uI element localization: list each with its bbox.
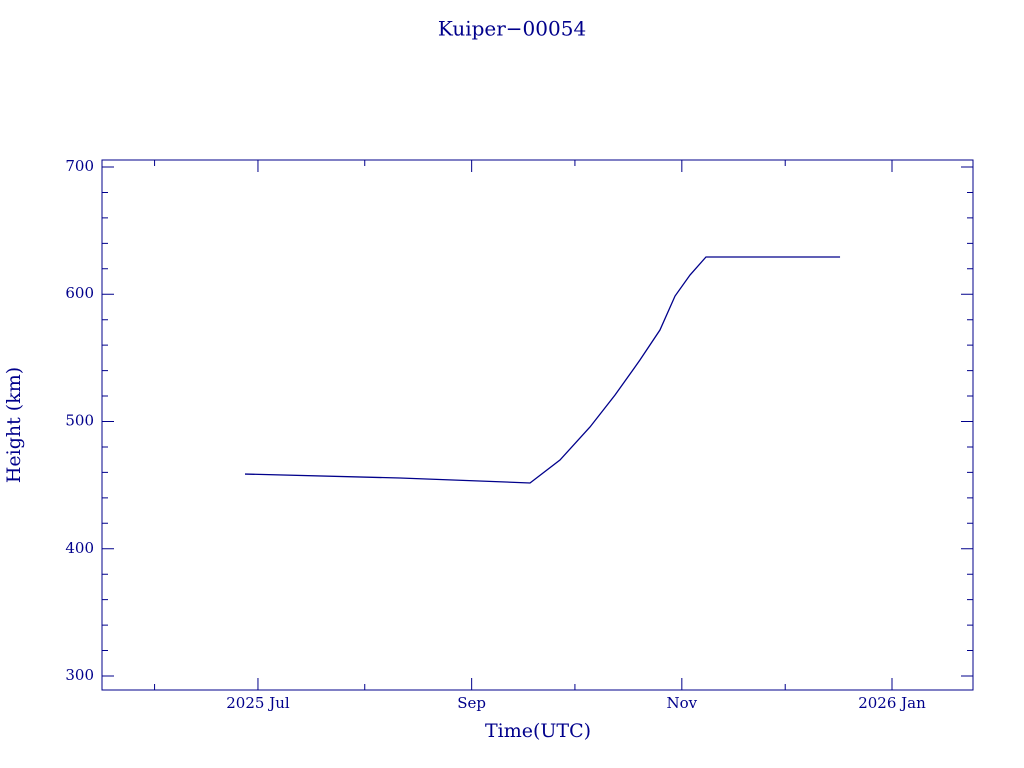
x-tick-label: 2025 Jul bbox=[226, 694, 290, 712]
y-tick-label: 700 bbox=[65, 157, 94, 175]
x-axis-label: Time(UTC) bbox=[485, 720, 591, 742]
y-axis-label: Height (km) bbox=[3, 367, 25, 483]
y-tick-label: 400 bbox=[65, 539, 94, 557]
x-tick-label: Sep bbox=[457, 694, 486, 712]
data-line bbox=[244, 256, 841, 484]
y-tick-label: 500 bbox=[65, 412, 94, 430]
x-tick-label: Nov bbox=[667, 694, 698, 712]
x-tick-label: 2026 Jan bbox=[858, 694, 926, 712]
plot-frame bbox=[101, 159, 974, 691]
y-tick-label: 600 bbox=[65, 284, 94, 302]
y-tick-label: 300 bbox=[65, 666, 94, 684]
chart-title: Kuiper−00054 bbox=[438, 17, 586, 41]
